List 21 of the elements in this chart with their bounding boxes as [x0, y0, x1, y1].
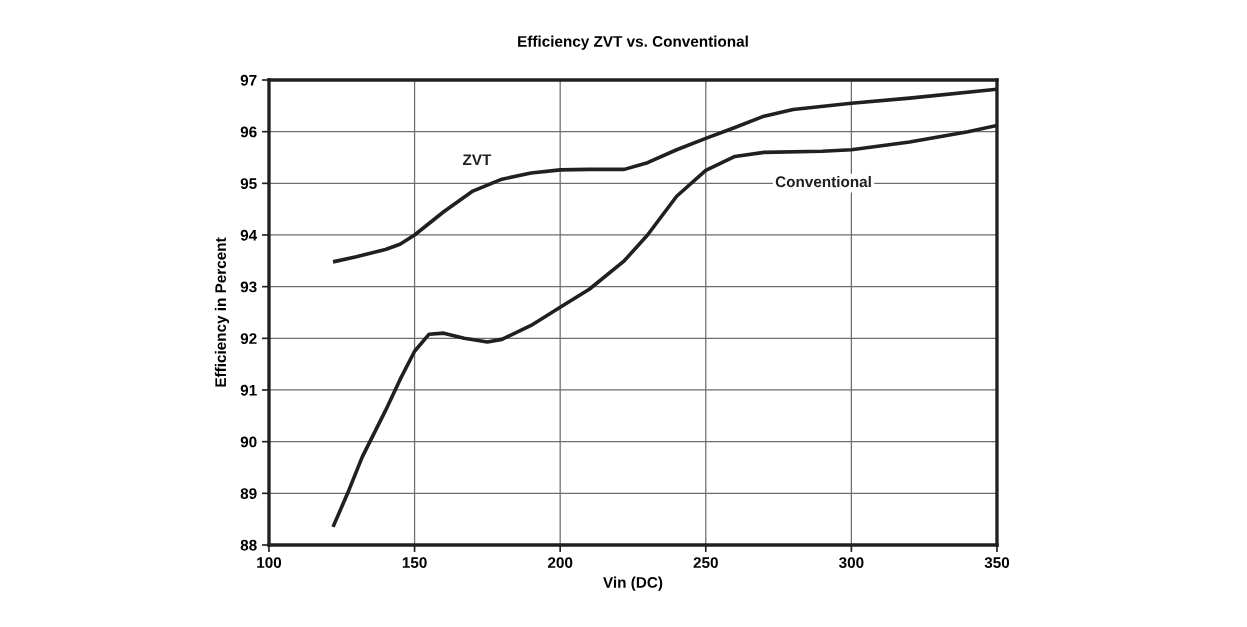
y-tick-label: 89: [240, 488, 257, 500]
series-label: Conventional: [775, 175, 871, 188]
x-axis-title: Vin (DC): [603, 576, 663, 591]
y-tick-label: 97: [240, 74, 257, 86]
y-tick-label: 95: [240, 178, 257, 190]
x-tick-label: 100: [257, 557, 282, 569]
x-tick-label: 200: [547, 557, 573, 569]
y-tick-label: 93: [240, 281, 257, 293]
x-tick-label: 250: [693, 557, 718, 569]
x-tick-label: 150: [402, 557, 427, 569]
x-tick-label: 300: [838, 557, 864, 569]
x-tick-label: 350: [984, 557, 1010, 569]
y-axis-title: Efficiency in Percent: [214, 237, 230, 387]
y-tick-label: 96: [240, 126, 257, 138]
y-tick-label: 90: [240, 436, 257, 448]
y-tick-label: 91: [240, 384, 257, 396]
y-tick-label: 92: [240, 333, 257, 345]
chart-title: Efficiency ZVT vs. Conventional: [518, 35, 748, 50]
series-label: ZVT: [462, 154, 492, 165]
y-tick-label: 94: [240, 229, 258, 241]
y-tick-label: 88: [240, 539, 257, 551]
